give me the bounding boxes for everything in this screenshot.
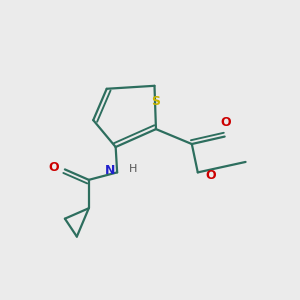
Text: O: O <box>48 161 59 174</box>
Text: S: S <box>152 95 160 108</box>
Text: O: O <box>205 169 216 182</box>
Text: N: N <box>105 164 116 177</box>
Text: H: H <box>128 164 137 174</box>
Text: O: O <box>221 116 232 129</box>
